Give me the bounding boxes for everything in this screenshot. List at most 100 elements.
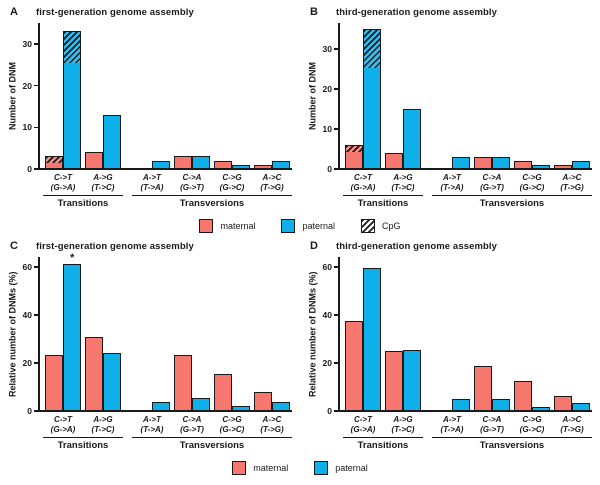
y-tick-mark <box>34 126 38 129</box>
y-tick-mark <box>334 362 338 364</box>
bar-groups: C->T (G->A) A->G (T->C) A->T (T->A) C->A (G->T)… <box>338 23 594 192</box>
paternal-bar <box>492 157 510 169</box>
paternal-swatch-icon <box>314 461 329 476</box>
panel-header: B third-generation genome assembly <box>306 6 594 22</box>
paternal-bar <box>572 161 590 169</box>
paternal-bar <box>232 165 250 169</box>
bar-groups: C->T (G->A) A->G (T->C) A->T (T->A) C->A (G->T)… <box>38 23 294 192</box>
bar-group: C->G (G->C) <box>212 257 252 434</box>
section-label: Transitions <box>343 437 423 451</box>
paternal-bar <box>363 268 381 412</box>
maternal-bar <box>85 152 103 169</box>
cpg-hatch <box>364 30 380 68</box>
bar-group: A->C (T->G) <box>252 257 292 434</box>
legend-label: paternal <box>302 221 336 232</box>
y-axis-line <box>38 23 40 169</box>
bar-pair <box>474 23 511 169</box>
bar-pair <box>434 23 471 169</box>
bar-group: C->A (G->T) <box>472 257 512 434</box>
x-tick-label: A->C (T->G) <box>260 173 284 192</box>
panel-letter: A <box>10 6 18 18</box>
paternal-bar <box>363 29 381 169</box>
legend-item-paternal: paternal <box>281 219 336 234</box>
y-tick-label: 30 <box>22 38 32 49</box>
panel-body: Number of DNM 0 10 20 30 C->T (G->A) A->G (T->… <box>306 23 594 214</box>
bar-pair <box>214 257 251 412</box>
maternal-bar <box>345 321 363 412</box>
legend-bottom: maternal paternal <box>0 456 600 480</box>
paternal-bar <box>63 31 81 169</box>
x-tick-label: C->T (G->A) <box>50 173 76 192</box>
panel-d: D third-generation genome assembly Relat… <box>300 238 600 456</box>
y-tick-label: 0 <box>27 164 32 174</box>
bar-pair <box>174 23 211 169</box>
y-axis-label: Relative number of DNMs (%) <box>307 271 318 397</box>
x-tick-label: C->G (G->C) <box>519 173 545 192</box>
maternal-bar <box>254 165 272 169</box>
x-tick-label: A->G (T->C) <box>391 173 415 192</box>
section-label: Transitions <box>43 195 123 209</box>
y-axis-line <box>38 257 40 412</box>
section-label: Transversions <box>132 195 292 209</box>
y-axis-ticks: 0 10 20 30 <box>19 23 38 174</box>
bar-group: * C->T (G->A) <box>43 253 83 434</box>
bar-pair <box>85 257 122 412</box>
x-tick-label: C->G (G->C) <box>219 173 245 192</box>
x-tick-label: A->T (T->A) <box>140 415 164 434</box>
x-tick-label: C->A (G->T) <box>180 173 204 192</box>
maternal-bar <box>254 392 272 412</box>
x-tick-label: C->T (G->A) <box>350 415 376 434</box>
y-tick-mark <box>34 84 38 87</box>
bar-group: A->C (T->G) <box>552 257 592 434</box>
x-tick-label: A->T (T->A) <box>140 173 164 192</box>
significance-star: * <box>70 252 75 265</box>
maternal-bar <box>45 156 63 169</box>
panel-row-bottom: C first-generation genome assembly Relat… <box>0 238 600 456</box>
maternal-bar <box>214 374 232 412</box>
y-tick-mark <box>34 410 38 412</box>
y-axis-label: Number of DNM <box>7 62 18 130</box>
maternal-bar <box>174 355 192 412</box>
x-tick-label: C->A (G->T) <box>480 173 504 192</box>
panel-title: first-generation genome assembly <box>36 7 194 18</box>
cpg-hatch <box>64 32 80 64</box>
legend-item-maternal: maternal <box>199 219 255 234</box>
paternal-bar <box>452 399 470 412</box>
y-tick-mark <box>34 362 38 364</box>
paternal-bar <box>232 406 250 412</box>
bar-group: A->G (T->C) <box>383 23 423 192</box>
paternal-bar <box>492 399 510 412</box>
x-tick-label: A->T (T->A) <box>440 173 464 192</box>
bar-group: A->G (T->C) <box>83 257 123 434</box>
y-tick-label: 0 <box>327 164 332 174</box>
y-tick-label: 0 <box>327 406 332 417</box>
y-tick-label: 0 <box>27 406 32 417</box>
bar-group: C->G (G->C) <box>512 23 552 192</box>
x-tick-label: C->G (G->C) <box>519 415 545 434</box>
panel-a: A first-generation genome assembly Numbe… <box>0 4 300 214</box>
maternal-bar <box>174 156 192 169</box>
maternal-bar <box>514 381 532 412</box>
bar-group: A->G (T->C) <box>83 23 123 192</box>
x-tick-label: C->G (G->C) <box>219 415 245 434</box>
y-tick-mark <box>334 314 338 316</box>
paternal-bar <box>272 161 290 169</box>
paternal-bar <box>532 407 550 412</box>
bar-pair <box>474 257 511 412</box>
legend-item-maternal: maternal <box>232 461 288 476</box>
bar-group: C->T (G->A) <box>43 23 83 192</box>
bar-pair <box>514 23 551 169</box>
panel-title: third-generation genome assembly <box>336 7 498 18</box>
y-tick-label: 30 <box>322 44 332 54</box>
y-tick-mark <box>334 266 338 268</box>
x-tick-label: C->T (G->A) <box>350 173 376 192</box>
panel-header: A first-generation genome assembly <box>6 6 294 22</box>
bar-pair <box>345 23 382 169</box>
y-axis-ticks: 0 20 40 60 <box>319 257 338 416</box>
panel-letter: B <box>310 6 318 18</box>
x-tick-label: C->A (G->T) <box>180 415 204 434</box>
bar-pair <box>514 257 551 412</box>
bar-pair <box>385 257 422 412</box>
y-tick-mark <box>334 168 338 170</box>
